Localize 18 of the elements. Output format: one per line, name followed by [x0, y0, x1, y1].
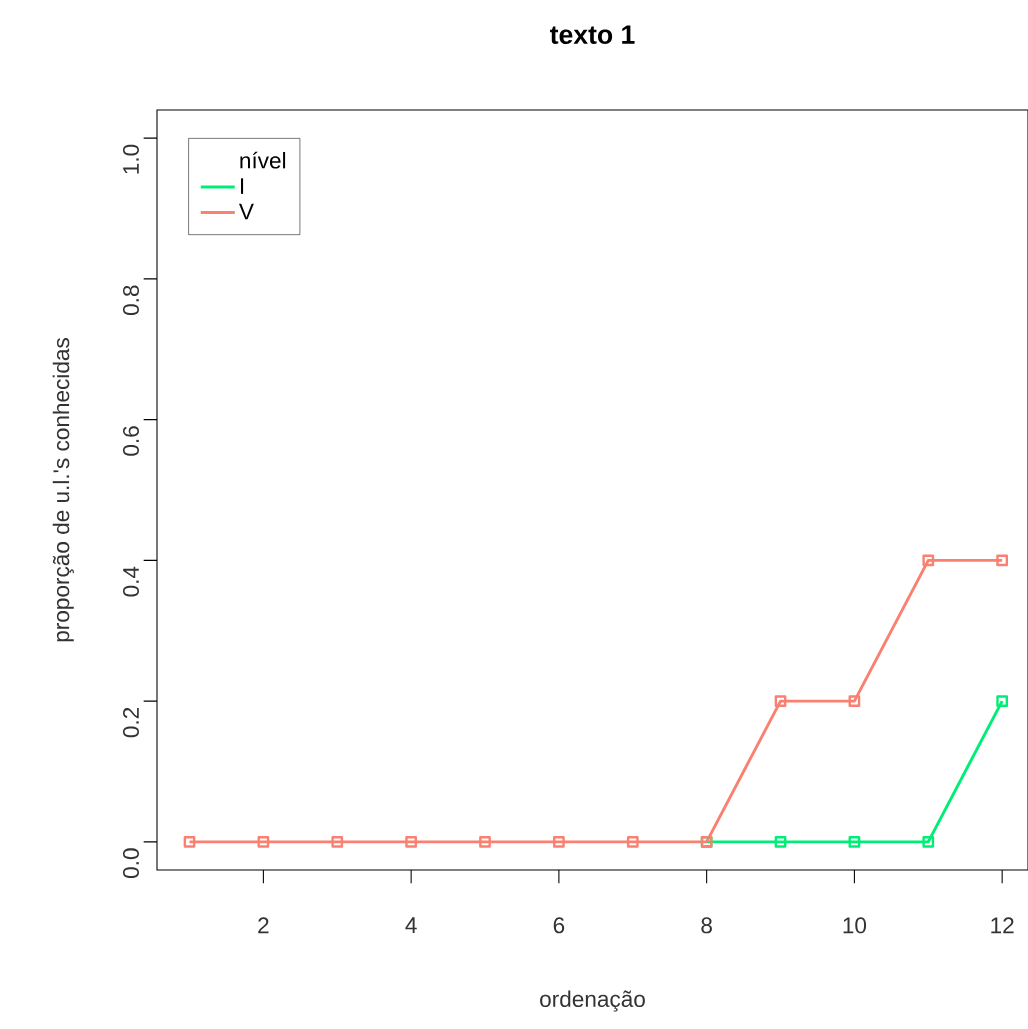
legend-label: I [240, 178, 244, 194]
x-tick-label: 4 [405, 917, 417, 933]
legend-title: nível [240, 151, 286, 169]
x-tick-label: 6 [553, 917, 565, 934]
y-tick-label: 0.8 [122, 285, 139, 316]
y-tick-label: 0.0 [122, 848, 139, 879]
x-tick-label: 2 [258, 917, 269, 934]
legend-label: V [238, 203, 254, 220]
x-tick-label: 12 [991, 917, 1014, 934]
x-axis-title: ordenação [540, 990, 645, 1012]
y-axis-title: proporção de u.l.'s conhecidas [52, 338, 74, 642]
chart-title: texto 1 [550, 25, 635, 44]
y-tick-label: 0.6 [122, 426, 139, 456]
y-tick-label: 0.2 [122, 707, 139, 738]
x-tick-label: 8 [701, 917, 712, 934]
x-tick-label: 10 [843, 917, 867, 934]
y-tick-label: 1.0 [122, 144, 139, 174]
y-tick-label: 0.4 [122, 566, 139, 597]
